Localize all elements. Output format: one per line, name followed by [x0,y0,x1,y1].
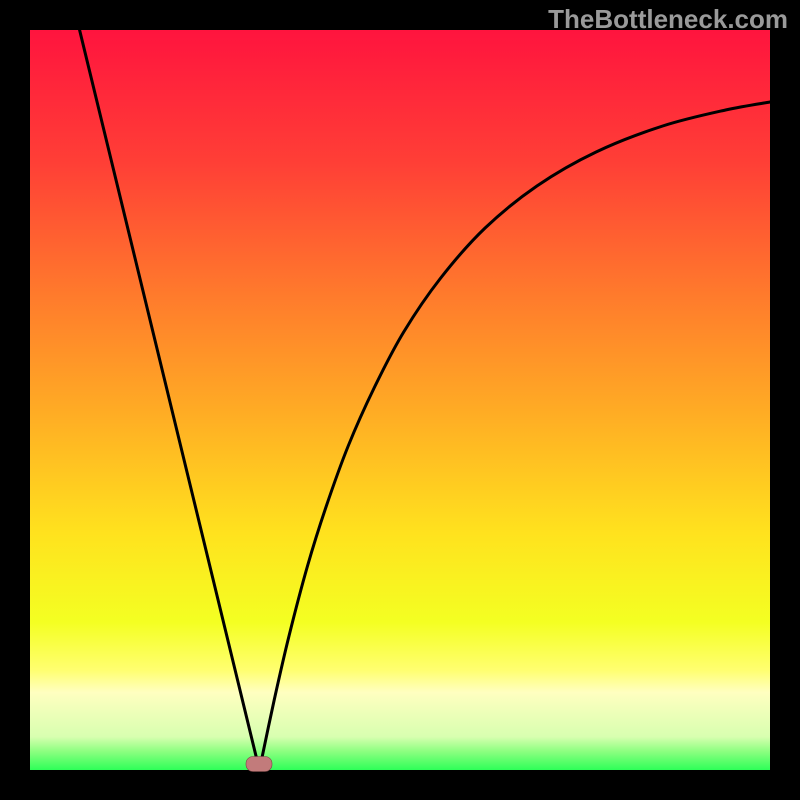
chart-canvas: TheBottleneck.com [0,0,800,800]
bottleneck-curve [80,30,770,770]
curve-layer [30,30,770,770]
minimum-marker [245,756,273,773]
watermark-text: TheBottleneck.com [548,4,788,35]
minimum-marker-shape [246,757,272,772]
